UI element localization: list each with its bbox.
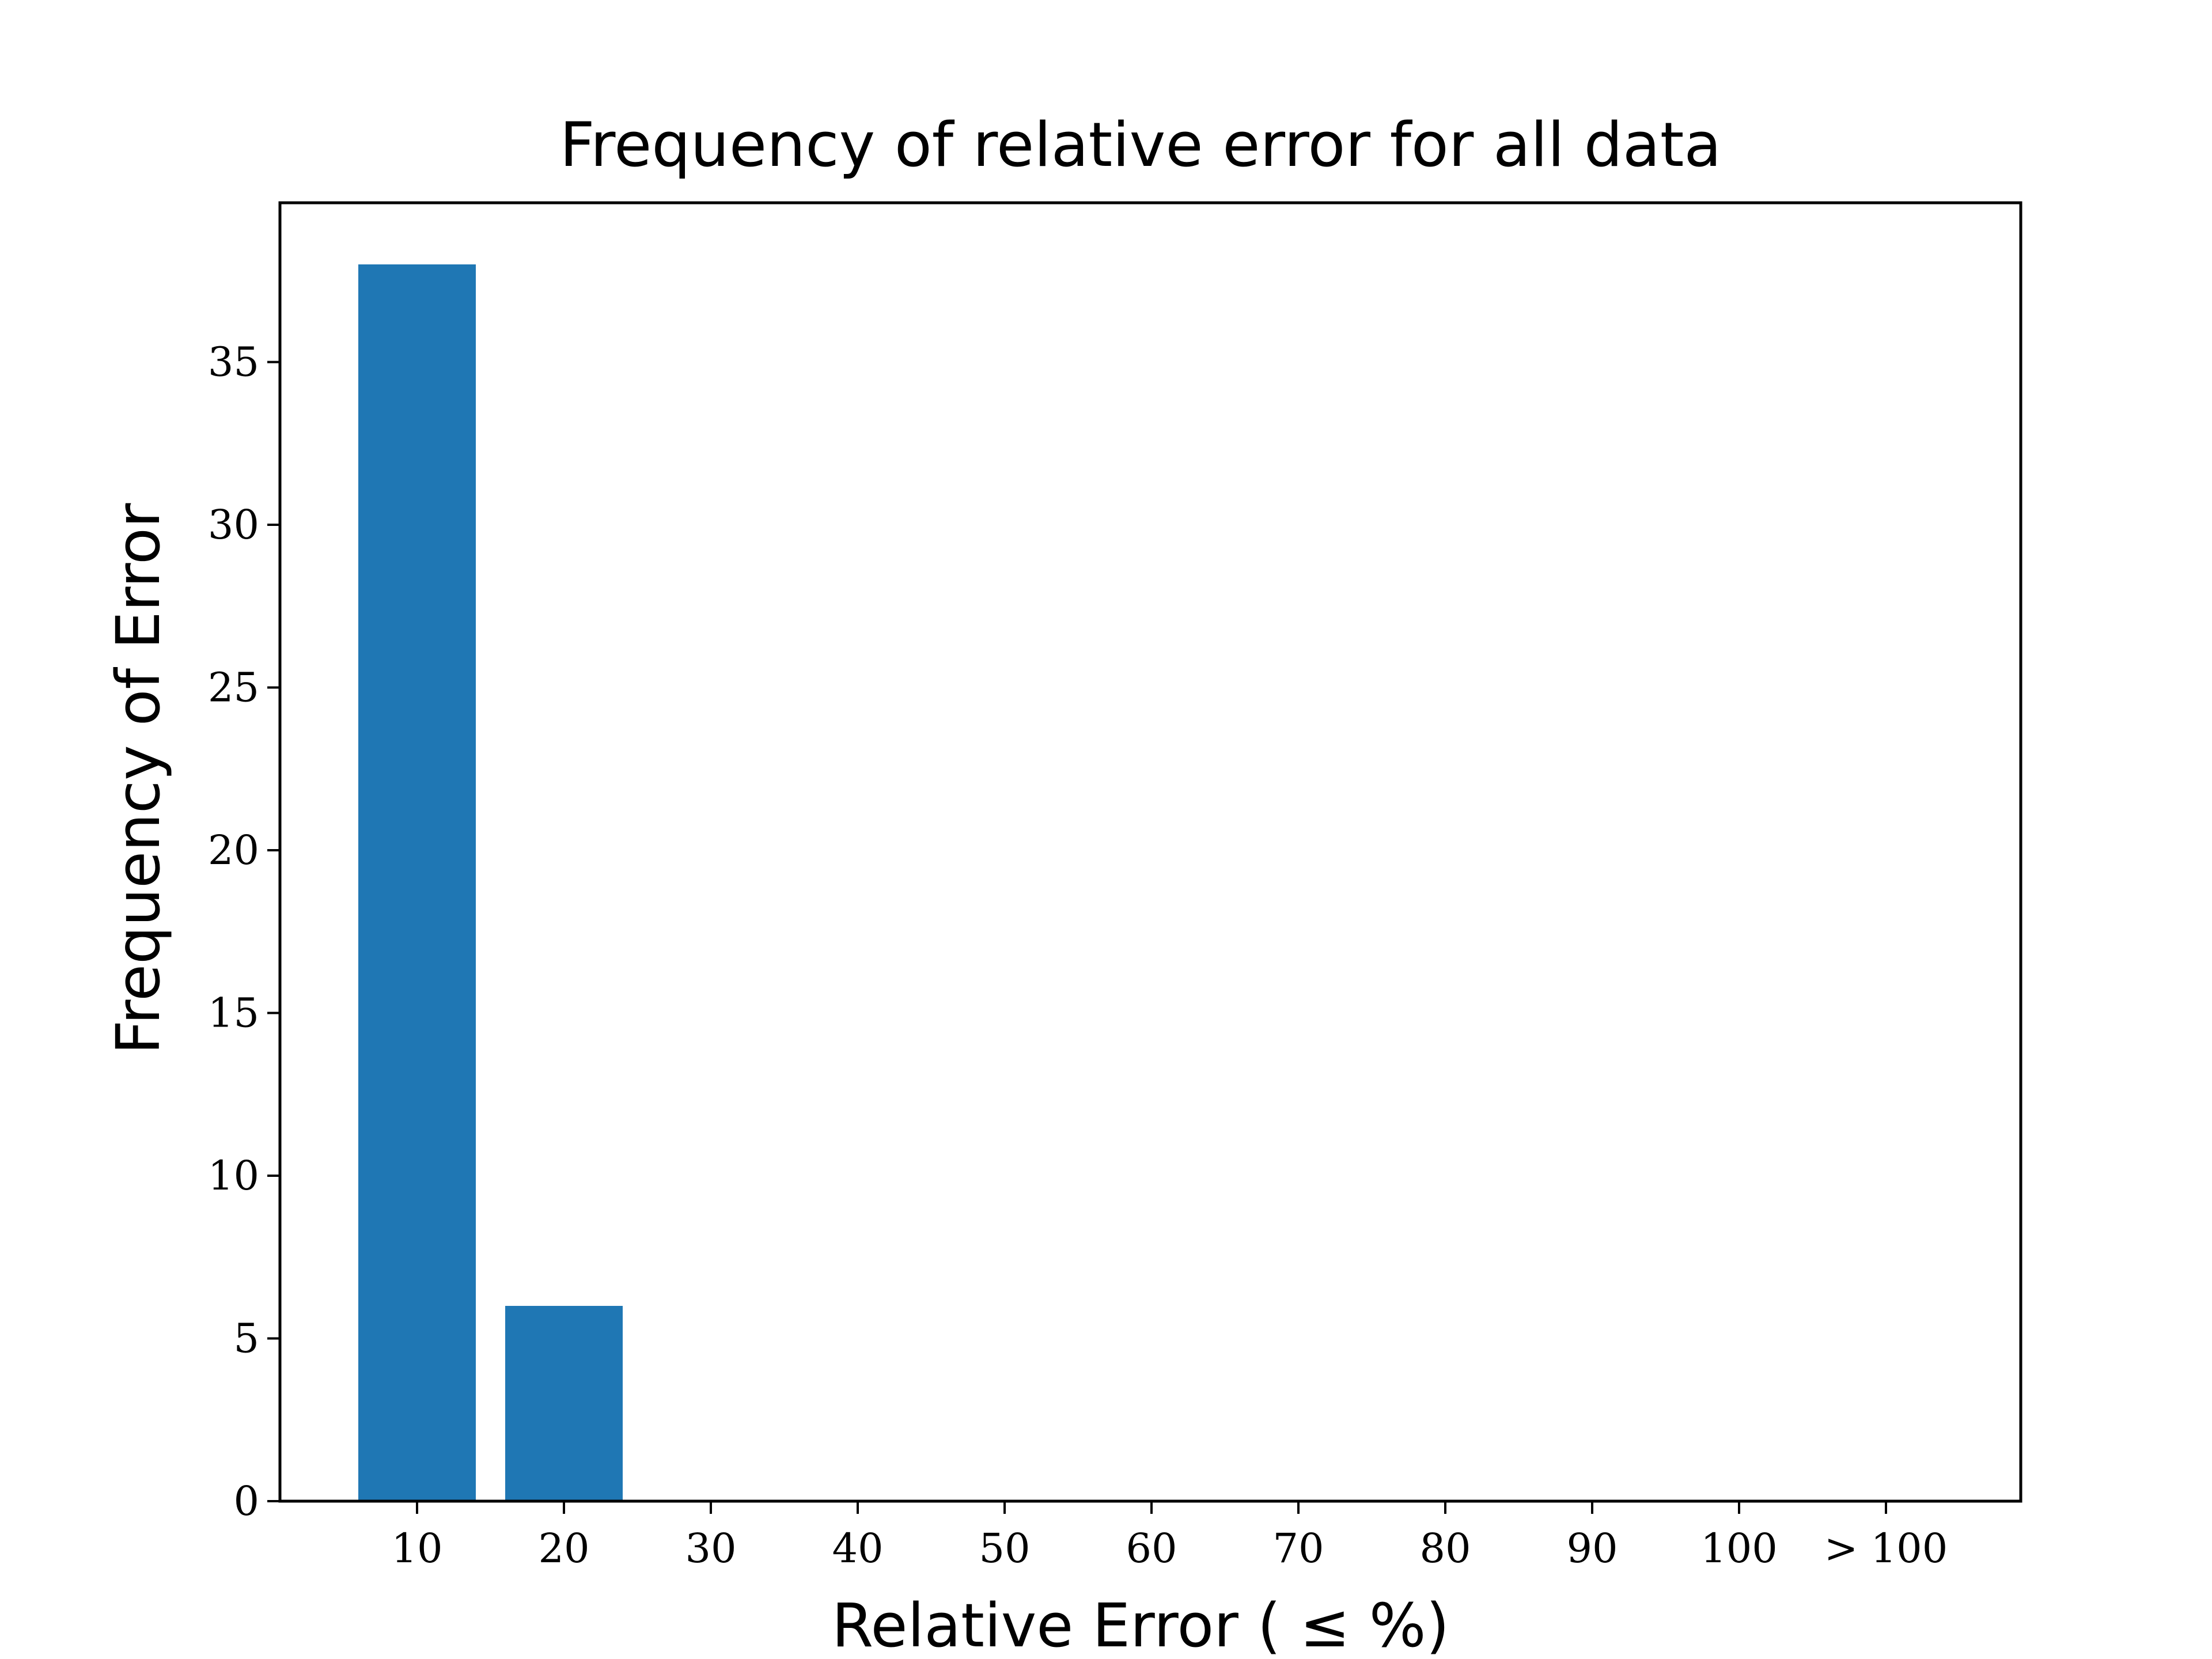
x-tick-label: 90 bbox=[1566, 1525, 1618, 1572]
y-tick-label: 10 bbox=[208, 1152, 259, 1199]
bar-20 bbox=[505, 1306, 623, 1501]
y-axis-ticks: 0 5 10 15 20 25 30 35 bbox=[208, 339, 280, 1525]
x-tick-label: 30 bbox=[685, 1525, 736, 1572]
y-tick-label: 20 bbox=[208, 827, 259, 874]
x-axis-ticks: 10 20 30 40 50 60 70 80 90 100 > 100 bbox=[391, 1501, 1948, 1572]
x-tick-label: 40 bbox=[832, 1525, 883, 1572]
x-tick-label: 50 bbox=[979, 1525, 1030, 1572]
y-tick-label: 25 bbox=[208, 664, 259, 711]
plot-frame bbox=[278, 201, 2022, 1503]
y-tick-label: 5 bbox=[233, 1315, 259, 1362]
x-tick-label: 20 bbox=[538, 1525, 589, 1572]
x-tick-label: 80 bbox=[1419, 1525, 1471, 1572]
x-tick-label: > 100 bbox=[1824, 1525, 1948, 1572]
y-tick-label: 15 bbox=[208, 990, 259, 1037]
x-tick-label: 60 bbox=[1126, 1525, 1177, 1572]
y-tick-label: 30 bbox=[208, 501, 259, 548]
chart-title: Frequency of relative error for all data bbox=[560, 109, 1722, 180]
y-tick-label: 35 bbox=[208, 339, 259, 386]
y-tick-label: 0 bbox=[233, 1478, 259, 1525]
y-axis-label: Frequency of Error bbox=[103, 503, 173, 1054]
x-tick-label: 70 bbox=[1272, 1525, 1324, 1572]
x-tick-label: 10 bbox=[391, 1525, 442, 1572]
bar-10 bbox=[358, 264, 476, 1501]
bars-layer bbox=[358, 264, 623, 1501]
x-tick-label: 100 bbox=[1700, 1525, 1778, 1572]
x-axis-label: Relative Error ( ≤ %) bbox=[832, 1590, 1449, 1659]
